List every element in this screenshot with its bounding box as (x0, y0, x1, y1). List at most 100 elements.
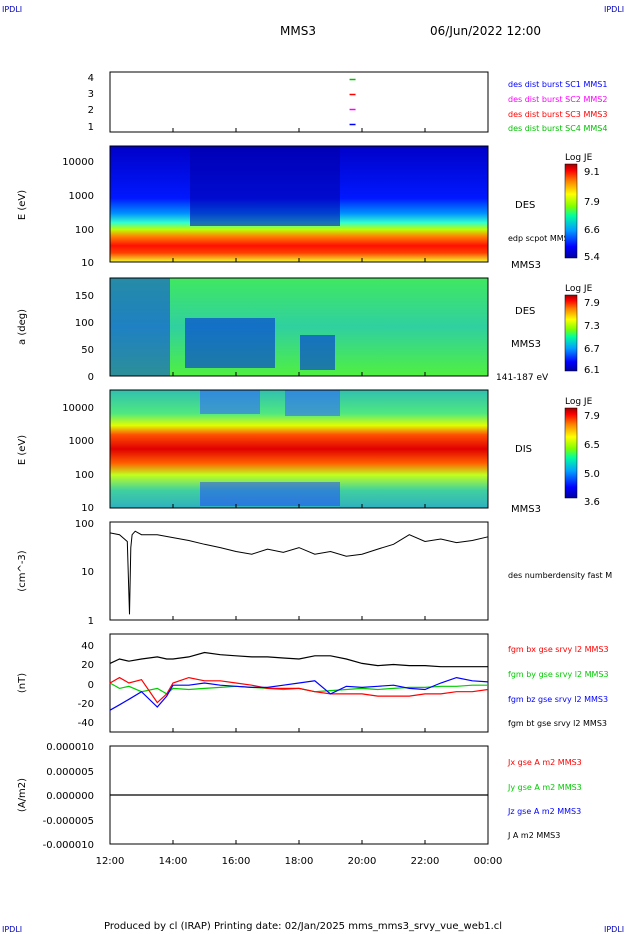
des-pitch-cbar-tick-0: 7.9 (584, 298, 600, 309)
des-pitch-ytick-50: 50 (81, 345, 94, 356)
des-energy-colorbar (564, 163, 578, 259)
burst-panel: 4 3 2 1 des dist burst SC1 MMS1 des dist… (88, 71, 607, 133)
time-tick-label: 20:00 (348, 856, 377, 867)
dis-energy-blue-top-a (200, 390, 260, 414)
burst-ytick-4: 4 (88, 73, 94, 84)
magnetic-ytick-20: 20 (81, 660, 94, 671)
des-pitch-colorbar (564, 294, 578, 372)
magnetic-legend-by: fgm by gse srvy l2 MMS3 (508, 670, 609, 679)
corner-label-bl: IPDLI (2, 925, 22, 934)
by-series-line (109, 682, 488, 695)
magnetic-panel: (nT) 40 20 0 -20 -40 fgm bx gse srvy l2 … (17, 633, 609, 733)
dis-energy-ytick-1000: 1000 (69, 436, 94, 447)
des-energy-ytick-10: 10 (81, 258, 94, 269)
density-ylabel: (cm^-3) (17, 550, 28, 591)
density-ytick-1: 1 (88, 616, 94, 627)
corner-label-br: IPDLI (604, 925, 624, 934)
burst-legend-mms4: des dist burst SC4 MMS4 (508, 124, 607, 133)
dis-energy-cbar-tick-3: 3.6 (584, 497, 600, 508)
des-energy-ytick-1000: 1000 (69, 191, 94, 202)
des-pitch-ytick-0: 0 (88, 372, 94, 383)
des-energy-cbar-title: Log JE (565, 153, 593, 163)
dis-energy-cbar-title: Log JE (565, 397, 593, 407)
des-energy-ytick-10000: 10000 (62, 157, 94, 168)
des-energy-ytick-100: 100 (75, 225, 94, 236)
des-pitch-spectrogram (110, 278, 488, 376)
density-series-line (109, 530, 489, 615)
burst-ytick-1: 1 (88, 122, 94, 133)
current-legend-jx: Jx gse A m2 MMS3 (507, 758, 582, 767)
corner-label-tl: IPDLI (2, 5, 22, 14)
burst-ytick-2: 2 (88, 105, 94, 116)
time-tick-label: 14:00 (159, 856, 188, 867)
des-energy-label-des: DES (515, 200, 535, 211)
current-ytick-3: -0.000005 (43, 816, 94, 827)
current-ytick-0: 0.000010 (46, 742, 94, 753)
dis-energy-ytick-10000: 10000 (62, 403, 94, 414)
dis-energy-panel: E (eV) 10000 1000 100 10 DIS MMS3 Log JE… (17, 389, 600, 515)
des-energy-ylabel: E (eV) (17, 190, 28, 220)
burst-ytick-3: 3 (88, 89, 94, 100)
des-pitch-blue-right (300, 335, 335, 370)
magnetic-ytick-0: 0 (88, 680, 94, 691)
bt-series-line (109, 651, 488, 668)
current-panel: (A/m2) 0.000010 0.000005 0.000000 -0.000… (17, 742, 582, 851)
des-energy-cbar-tick-2: 6.6 (584, 225, 600, 236)
dis-energy-ytick-10: 10 (81, 503, 94, 514)
dis-energy-ytick-100: 100 (75, 470, 94, 481)
des-pitch-label-energy: 141-187 eV (496, 373, 549, 383)
des-energy-cbar-tick-0: 9.1 (584, 167, 600, 178)
density-ytick-100: 100 (75, 519, 94, 530)
dis-energy-ylabel: E (eV) (17, 435, 28, 465)
des-pitch-ytick-150: 150 (75, 291, 94, 302)
burst-legend-mms3: des dist burst SC3 MMS3 (508, 110, 607, 119)
des-pitch-blue-left (110, 278, 170, 376)
footer-credit: Produced by cl (IRAP) Printing date: 02/… (104, 921, 502, 932)
des-energy-panel: E (eV) 10000 1000 100 10 DES edp scpot M… (17, 145, 600, 271)
des-pitch-ytick-100: 100 (75, 318, 94, 329)
des-energy-label-mms3: MMS3 (511, 260, 541, 271)
dis-energy-label-mms3: MMS3 (511, 504, 541, 515)
datetime-title: 06/Jun/2022 12:00 (430, 24, 541, 38)
dis-energy-blue-top-b (285, 390, 340, 416)
burst-marks (349, 78, 356, 126)
time-tick-label: 16:00 (222, 856, 251, 867)
dis-energy-cbar-tick-2: 5.0 (584, 469, 600, 480)
des-energy-cbar-tick-3: 5.4 (584, 252, 600, 263)
time-tick-label: 18:00 (285, 856, 314, 867)
density-ytick-10: 10 (81, 567, 94, 578)
density-panel: (cm^-3) 100 10 1 des numberdensity fast … (17, 519, 612, 627)
current-legend-jy: Jy gse A m2 MMS3 (507, 783, 582, 792)
magnetic-ylabel: (nT) (17, 673, 28, 693)
magnetic-legend-bt: fgm bt gse srvy l2 MMS3 (508, 719, 607, 728)
dis-energy-cbar-tick-0: 7.9 (584, 411, 600, 422)
des-energy-dark-region (190, 146, 340, 226)
bx-series-line (109, 676, 489, 704)
burst-legend-mms2: des dist burst SC2 MMS2 (508, 95, 607, 104)
des-pitch-ylabel: a (deg) (17, 309, 28, 345)
current-ytick-2: 0.000000 (46, 791, 94, 802)
magnetic-legend-bz: fgm bz gse srvy l2 MMS3 (508, 695, 608, 704)
magnetic-legend-bx: fgm bx gse srvy l2 MMS3 (508, 645, 609, 654)
current-ylabel: (A/m2) (17, 778, 28, 812)
bz-series-line (109, 676, 489, 711)
magnetic-ytick-m20: -20 (78, 699, 94, 710)
des-pitch-label-mms3: MMS3 (511, 339, 541, 350)
current-legend-jz: Jz gse A m2 MMS3 (507, 807, 581, 816)
des-pitch-cbar-tick-1: 7.3 (584, 321, 600, 332)
current-ytick-4: -0.000010 (43, 840, 94, 851)
density-legend: des numberdensity fast M (508, 571, 612, 580)
current-legend-j: J A m2 MMS3 (507, 831, 560, 840)
time-tick-label: 00:00 (474, 856, 503, 867)
dis-energy-label-dis: DIS (515, 444, 532, 455)
des-pitch-cbar-title: Log JE (565, 284, 593, 294)
des-pitch-blue-mid (185, 318, 275, 368)
dis-energy-blue-bottom (200, 482, 340, 506)
burst-legend-mms1: des dist burst SC1 MMS1 (508, 80, 607, 89)
time-axis: 12:00 14:00 16:00 18:00 20:00 22:00 00:00 (96, 128, 503, 867)
des-energy-cbar-tick-1: 7.9 (584, 197, 600, 208)
magnetic-ytick-40: 40 (81, 641, 94, 652)
time-tick-label: 22:00 (411, 856, 440, 867)
des-pitch-panel: a (deg) 150 100 50 0 DES MMS3 141-187 eV… (17, 277, 600, 383)
corner-label-tr: IPDLI (604, 5, 624, 14)
